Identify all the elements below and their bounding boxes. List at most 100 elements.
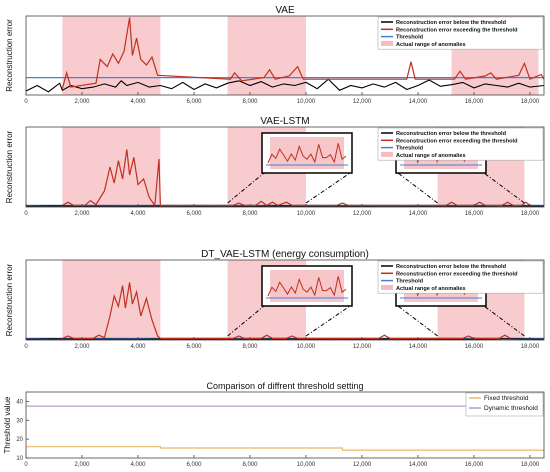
x-tick-label: 4,000 [130,462,146,468]
axes-frame [25,259,545,341]
x-tick-label: 10,000 [297,344,316,350]
x-tick-label: 2,000 [74,344,90,350]
legend-entry: Reconstruction error below the threshold [396,20,507,26]
x-tick-label: 18,000 [521,99,540,105]
y-tick-label: 30 [16,418,23,424]
y-axis-label: Reconstruction error [5,19,14,92]
axes-frame [25,126,545,208]
x-tick-label: 10,000 [297,462,316,468]
x-tick-label: 0 [24,99,28,105]
legend-entry: Reconstruction error below the threshold [396,131,507,137]
above-threshold-series [61,17,545,89]
inset-arrow-left [397,172,438,204]
legend-entry: Threshold [396,146,424,152]
x-tick-label: 0 [24,344,28,350]
x-tick-label: 18,000 [521,344,540,350]
x-tick-label: 8,000 [242,211,258,217]
x-tick-label: 8,000 [242,462,258,468]
x-tick-label: 14,000 [409,462,428,468]
x-tick-label: 14,000 [409,344,428,350]
legend-swatch [381,284,393,290]
legend-swatch [381,151,393,157]
legend-swatch [381,40,393,46]
y-axis-label: Reconstruction error [5,263,14,336]
x-tick-label: 12,000 [353,211,372,217]
legend: Reconstruction error below the threshold… [377,127,544,161]
x-tick-label: 4,000 [130,99,146,105]
chart-title: VAE [275,5,295,16]
x-tick-label: 10,000 [297,211,316,217]
chart-panel-2: VAE-LSTM 0 2,000 4,000 6,000 8,000 10,000 12,00… [5,116,545,217]
inset-arrow-left [397,305,438,337]
legend-entry: Actual range of anomalies [396,153,466,159]
x-tick-label: 8,000 [242,344,258,350]
legend-entry: Dynamic threshold [484,405,538,412]
x-tick-label: 0 [24,211,28,217]
legend-entry: Fixed threshold [484,395,529,402]
x-tick-label: 2,000 [74,211,90,217]
inset-arrow-left [227,305,265,337]
inset-arrow-right [305,305,351,337]
x-tick-label: 14,000 [409,99,428,105]
legend-entry: Threshold [396,279,424,285]
x-tick-label: 4,000 [130,344,146,350]
inset-arrow-left [227,172,265,204]
axes-frame [25,15,545,96]
series-1-line [26,446,544,451]
y-tick-label: 10 [16,456,23,462]
y-axis-label: Reconstruction error [5,130,14,203]
x-tick-label: 18,000 [521,211,540,217]
x-tick-label: 16,000 [465,211,484,217]
legend-box [465,392,544,417]
x-tick-label: 6,000 [186,344,202,350]
legend-entry: Reconstruction error exceeding the thres… [396,27,518,33]
y-tick-label: 20 [16,437,23,443]
below-threshold-series [25,78,545,93]
x-tick-label: 4,000 [130,211,146,217]
x-tick-label: 12,000 [353,462,372,468]
legend-box [377,16,544,50]
legend-entry: Actual range of anomalies [396,42,466,48]
inset-series [267,143,347,164]
x-tick-label: 14,000 [409,211,428,217]
chart-title: VAE-LSTM [260,116,309,127]
legend-entry: Actual range of anomalies [396,286,466,292]
x-tick-label: 2,000 [74,462,90,468]
above-threshold-series [62,149,531,208]
anomaly-range-1 [62,260,161,340]
chart-panel-3: DT_VAE-LSTM (energy consumption) 0 2,000 4,… [5,249,545,350]
anomaly-range-1 [62,16,161,95]
legend-entry: Reconstruction error below the threshold [396,264,507,270]
chart-panel-4: Comparison of diffrent threshold setting… [3,381,545,468]
x-tick-label: 12,000 [353,344,372,350]
x-tick-label: 6,000 [186,462,202,468]
anomaly-range-1 [62,127,161,207]
x-tick-label: 0 [24,462,28,468]
legend: Fixed threshold Dynamic threshold [465,392,544,417]
x-tick-label: 16,000 [465,99,484,105]
chart-title: DT_VAE-LSTM (energy consumption) [201,249,369,260]
x-tick-label: 16,000 [465,462,484,468]
zoom-inset-1 [227,132,353,204]
x-tick-label: 18,000 [521,462,540,468]
x-tick-label: 8,000 [242,99,258,105]
anomaly-range-2 [227,16,306,95]
x-tick-label: 16,000 [465,344,484,350]
chart-panel-1: VAE 0 2,000 4,000 6,000 8,000 10,000 12,000 14,0… [5,5,545,105]
legend-entry: Reconstruction error exceeding the thres… [396,138,518,144]
legend-entry: Threshold [396,35,424,41]
above-threshold-series [62,282,511,339]
legend-entry: Reconstruction error exceeding the thres… [396,271,518,277]
y-axis-label: Threshold value [3,396,12,453]
inset-anomaly-band [270,137,344,169]
x-tick-label: 10,000 [297,99,316,105]
inset-series [267,276,347,297]
inset-anomaly-band [270,270,344,302]
x-tick-label: 2,000 [74,99,90,105]
legend: Reconstruction error below the threshold… [377,16,544,50]
zoom-inset-1 [227,265,353,337]
x-tick-label: 12,000 [353,99,372,105]
axes-frame [25,391,545,459]
chart-title: Comparison of diffrent threshold setting [207,381,364,391]
